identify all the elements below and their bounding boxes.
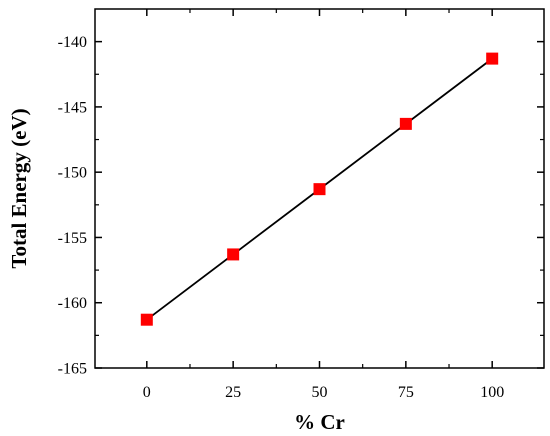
data-point-marker <box>140 313 153 326</box>
y-tick-label: -165 <box>58 361 87 378</box>
x-tick-labels: 0 25 50 75 100 <box>143 384 504 401</box>
major-ticks <box>95 9 544 369</box>
minor-ticks <box>95 9 544 368</box>
x-tick-label: 25 <box>225 384 241 401</box>
data-point-marker <box>313 183 326 196</box>
y-axis-label: Total Energy (eV) <box>7 108 31 268</box>
data-point-marker <box>399 117 412 130</box>
y-tick-labels: -165 -160 -155 -150 -145 -140 <box>58 34 87 377</box>
y-tick-label: -145 <box>58 99 87 116</box>
y-tick-label: -160 <box>58 295 87 312</box>
series-layer <box>140 52 499 326</box>
x-tick-label: 100 <box>480 384 504 401</box>
y-tick-label: -140 <box>58 34 87 51</box>
data-point-marker <box>227 248 240 261</box>
x-tick-label: 0 <box>143 384 151 401</box>
y-tick-label: -155 <box>58 230 87 247</box>
data-point-marker <box>486 52 499 65</box>
y-tick-label: -150 <box>58 165 87 182</box>
x-tick-label: 75 <box>398 384 414 401</box>
x-axis-label: % Cr <box>294 410 345 434</box>
x-tick-label: 50 <box>312 384 328 401</box>
